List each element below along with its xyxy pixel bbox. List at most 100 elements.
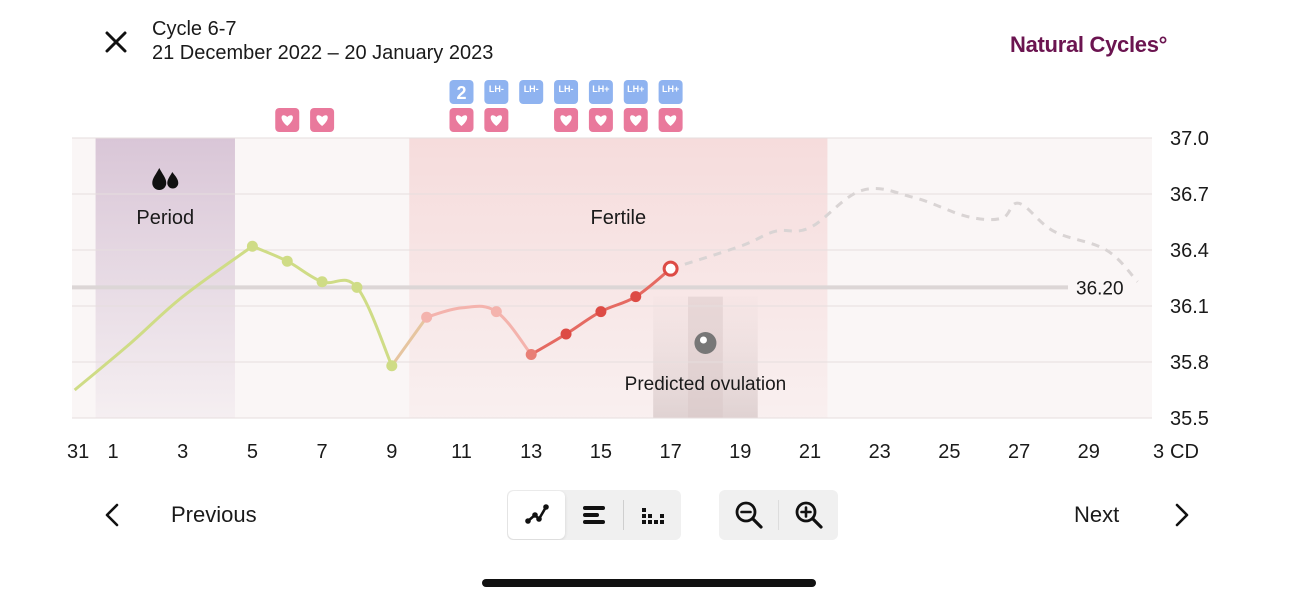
x-tick-label: 1 xyxy=(107,441,118,463)
today-temperature-point[interactable] xyxy=(662,260,679,277)
zoom-in-button[interactable] xyxy=(779,490,838,540)
dots-view-button[interactable] xyxy=(624,490,681,540)
x-tick-label: 23 xyxy=(869,441,891,463)
temperature-point[interactable] xyxy=(281,255,293,267)
temperature-chart[interactable]: 37.0 36.7 36.4 36.1 35.8 35.5 36.20 Period Ferti… xyxy=(0,70,1298,470)
heart-icon xyxy=(490,115,503,126)
test-badge-label: LH+ xyxy=(592,84,609,94)
intercourse-badge[interactable] xyxy=(554,108,579,132)
zoom-controls xyxy=(719,490,838,540)
cover-line-label: 36.20 xyxy=(1076,278,1124,299)
x-tick-label: 15 xyxy=(590,441,612,463)
heart-icon xyxy=(630,115,642,126)
prediction-line xyxy=(670,187,1139,283)
test-badge-label: LH- xyxy=(559,84,574,94)
chevron-left-icon xyxy=(105,503,119,527)
x-tick-label: 5 xyxy=(247,441,258,463)
x-tick-label: 3 xyxy=(177,441,188,463)
test-badge[interactable]: 2 xyxy=(449,80,474,104)
chevron-right-icon xyxy=(1175,503,1189,527)
temperature-point[interactable] xyxy=(490,306,502,318)
y-tick-label: 36.7 xyxy=(1170,184,1209,206)
y-tick-label: 37.0 xyxy=(1170,128,1209,150)
heart-icon xyxy=(664,115,677,126)
x-tick-label: 9 xyxy=(386,441,397,463)
x-tick-label: 3 xyxy=(1153,441,1164,463)
temperature-point[interactable] xyxy=(421,311,433,323)
x-tick-label: 21 xyxy=(799,441,821,463)
temperature-point[interactable] xyxy=(630,291,642,303)
chart-canvas: 37.0 36.7 36.4 36.1 35.8 35.5 36.20 Period Ferti… xyxy=(67,80,1209,463)
fertile-band xyxy=(409,138,828,418)
intercourse-badge[interactable] xyxy=(310,108,335,132)
list-view-button[interactable] xyxy=(565,490,622,540)
heart-icon xyxy=(281,115,293,126)
close-icon xyxy=(105,31,127,53)
heart-icon xyxy=(316,115,328,126)
list-icon xyxy=(583,506,606,524)
brand-logo: Natural Cycles° xyxy=(1010,32,1168,57)
temperature-point[interactable] xyxy=(560,328,572,340)
x-axis-unit: CD xyxy=(1170,441,1199,463)
intercourse-badge[interactable] xyxy=(275,108,300,132)
segment-divider xyxy=(622,500,624,530)
chart-view-toggle xyxy=(507,490,681,540)
temperature-point[interactable] xyxy=(246,240,258,252)
bottom-navigation: Previous xyxy=(0,490,1298,540)
x-tick-label: 17 xyxy=(659,441,681,463)
test-badge[interactable]: LH+ xyxy=(623,80,648,104)
test-badge-label: LH+ xyxy=(627,84,644,94)
test-badge[interactable]: LH+ xyxy=(588,80,613,104)
x-tick-label: 29 xyxy=(1078,441,1100,463)
x-tick-label: 7 xyxy=(317,441,328,463)
test-badge[interactable]: LH+ xyxy=(658,80,683,104)
x-tick-label: 11 xyxy=(451,441,472,463)
test-badge-label: LH- xyxy=(524,84,539,94)
zoom-out-icon xyxy=(735,501,763,529)
intercourse-badge[interactable] xyxy=(623,108,648,132)
temperature-line-pink xyxy=(426,304,533,356)
next-chevron-button[interactable] xyxy=(1162,490,1202,540)
dot-grid-icon xyxy=(642,508,665,524)
temperature-point[interactable] xyxy=(386,360,398,372)
x-tick-label: 25 xyxy=(938,441,960,463)
zoom-out-button[interactable] xyxy=(719,490,778,540)
intercourse-badge[interactable] xyxy=(484,108,509,132)
intercourse-badge[interactable] xyxy=(658,108,683,132)
predicted-ovulation-band xyxy=(653,296,758,418)
close-button[interactable] xyxy=(98,24,134,60)
period-label: Period xyxy=(136,207,194,229)
temperature-point[interactable] xyxy=(316,276,328,288)
x-tick-label: 19 xyxy=(729,441,751,463)
fertile-label: Fertile xyxy=(591,207,647,229)
line-view-button[interactable] xyxy=(508,491,566,539)
test-badge-label: 2 xyxy=(456,83,466,103)
test-badge[interactable]: LH- xyxy=(554,80,579,104)
test-badge[interactable]: LH- xyxy=(519,80,544,104)
x-tick-label: 13 xyxy=(520,441,542,463)
ovulation-egg-icon xyxy=(694,332,717,354)
blood-drops-icon xyxy=(152,168,179,190)
temperature-point[interactable] xyxy=(351,281,363,293)
y-tick-label: 36.4 xyxy=(1170,240,1209,262)
previous-button[interactable]: Previous xyxy=(171,502,257,527)
predicted-ovulation-label: Predicted ovulation xyxy=(625,374,787,395)
y-tick-label: 35.8 xyxy=(1170,352,1209,374)
next-button[interactable]: Next xyxy=(1074,502,1120,527)
test-badge-label: LH+ xyxy=(662,84,679,94)
previous-chevron-button[interactable] xyxy=(92,490,132,540)
y-tick-label: 35.5 xyxy=(1170,408,1209,430)
test-badge[interactable]: LH- xyxy=(484,80,509,104)
heart-icon xyxy=(560,115,572,126)
intercourse-badge[interactable] xyxy=(449,108,474,132)
temperature-point[interactable] xyxy=(525,349,537,361)
line-graph-icon xyxy=(524,504,549,524)
x-tick-label: 27 xyxy=(1008,441,1030,463)
y-tick-label: 36.1 xyxy=(1170,296,1209,318)
cycle-dates: 21 December 2022 – 20 January 2023 xyxy=(152,42,494,64)
x-tick-label: 31 xyxy=(67,441,89,463)
intercourse-badge[interactable] xyxy=(588,108,613,132)
ovulation-peak-band xyxy=(688,296,723,418)
temperature-point[interactable] xyxy=(595,306,607,318)
temperature-line-lead xyxy=(73,245,254,392)
